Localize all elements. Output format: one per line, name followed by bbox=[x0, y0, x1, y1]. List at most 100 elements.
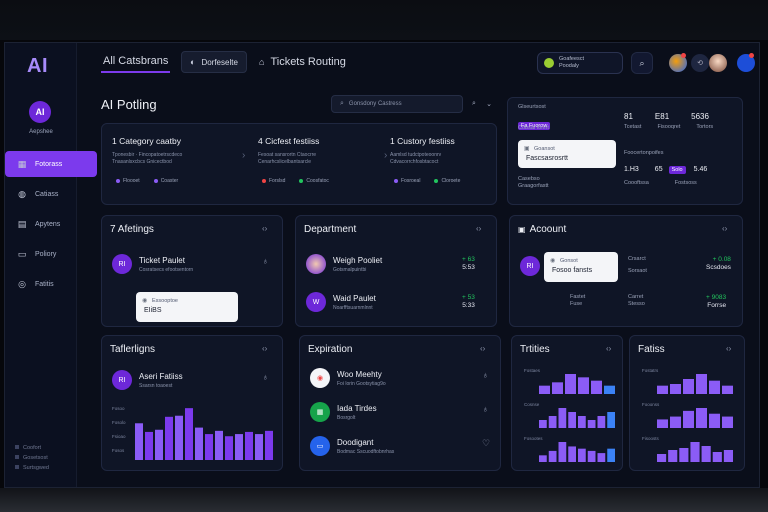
bulb-icon[interactable]: ♁ bbox=[482, 370, 489, 380]
category-legend: Fosroeal Cloroete bbox=[394, 178, 460, 184]
sidebar-item-4[interactable]: ◎ Fatitis bbox=[5, 271, 97, 297]
expand-icon[interactable]: ‹› bbox=[476, 224, 482, 233]
chart-bar bbox=[709, 380, 720, 394]
heart-icon[interactable]: ♡ bbox=[482, 438, 491, 448]
chart-bar bbox=[135, 423, 143, 460]
sidebar-item-label: Poliory bbox=[35, 250, 57, 258]
chart-bar bbox=[552, 382, 563, 394]
list-item[interactable]: RI Ticket Paulet Cosratsecs efootsentorn bbox=[112, 254, 193, 274]
category-legend: Forslsd Coosfatoc bbox=[262, 178, 329, 184]
chart-bar bbox=[668, 450, 678, 462]
chevron-right-icon: › bbox=[242, 150, 246, 161]
list-item[interactable]: W Waid Paulet Noarfftsuarnmlnnt bbox=[306, 292, 376, 312]
chart-bar bbox=[670, 416, 681, 428]
row-value: + 9083 Forrse bbox=[706, 294, 727, 309]
chart-bar bbox=[578, 448, 586, 462]
user-chip[interactable]: Goafeesct Poodaly bbox=[537, 52, 623, 74]
app-icon[interactable] bbox=[669, 54, 687, 72]
expand-icon[interactable]: ‹› bbox=[606, 344, 612, 353]
list-icon: ▭ bbox=[17, 249, 27, 259]
list-item[interactable]: RI Aseri Fatiiss Ssarsn toaoest bbox=[112, 370, 183, 390]
account-card[interactable]: ◉ Gonsot Fosoo fansts bbox=[544, 252, 618, 282]
legend-dot bbox=[394, 178, 398, 183]
chart-bar bbox=[558, 408, 567, 428]
list-item[interactable]: ◉ Woo Meehty Foi lorin Gootsytiag9o bbox=[310, 368, 386, 388]
header: All Catsbrans ◐ Dorfeselte ⌂ Tickets Routi… bbox=[97, 49, 757, 77]
sidebar-item-1[interactable]: ◍ Catiass bbox=[5, 181, 97, 207]
row-value: + 0.08 Scsdoes bbox=[706, 256, 731, 271]
expand-icon[interactable]: ‹› bbox=[262, 344, 268, 353]
pin-icon[interactable]: ♁ bbox=[262, 372, 269, 382]
chart-bar bbox=[607, 412, 615, 428]
home-icon: ⌂ bbox=[259, 57, 265, 67]
summary-sub: Cobsal fonnt bbox=[518, 125, 549, 131]
expand-icon[interactable]: ‹› bbox=[480, 344, 486, 353]
expand-icon[interactable]: ‹› bbox=[722, 224, 728, 233]
sidebar-item-2[interactable]: ▤ Apytens bbox=[5, 211, 97, 237]
chart-bar bbox=[539, 455, 547, 462]
chart-bar bbox=[548, 416, 557, 428]
rating-card[interactable]: ◉ Essooptoe EIiBS bbox=[136, 292, 238, 322]
chart-bar bbox=[701, 446, 711, 462]
expiration-panel: Expiration ‹› ◉ Woo Meehty Foi lorin Goot… bbox=[299, 335, 501, 471]
summary-panel: Glseurtsost Fa Fuorow Cobsal fonnt 81 E81… bbox=[507, 97, 743, 205]
monitor-icon: ▭ bbox=[310, 436, 330, 456]
sidebar-item-label: Fotorass bbox=[35, 160, 63, 168]
chart-bar bbox=[696, 408, 707, 428]
cloud-icon[interactable] bbox=[737, 54, 755, 72]
sidebar-footer-item[interactable]: Surtsgwed bbox=[15, 463, 49, 473]
list-item[interactable]: ▦ Iada Tirdes Bosrgolt bbox=[310, 402, 377, 422]
sidebar-footer-item[interactable]: Gosetsost bbox=[15, 453, 49, 463]
summary-stats: 81 E81 5636 bbox=[624, 112, 709, 121]
tab-tickets-routing[interactable]: ⌂ Tickets Routing bbox=[259, 56, 346, 68]
list-item[interactable]: Weigh Pooliet Gotsmalpuintbi bbox=[306, 254, 382, 274]
grid-icon: ▦ bbox=[17, 159, 27, 169]
chart-bar bbox=[265, 430, 273, 460]
chart-bar bbox=[607, 448, 615, 462]
expand-icon[interactable]: ‹› bbox=[726, 344, 732, 353]
tab-all-categories[interactable]: All Catsbrans bbox=[101, 51, 171, 73]
search-icon[interactable]: ⌕ bbox=[472, 100, 476, 107]
summary-stats-sub: Tcetast Fisooqret Tortors bbox=[624, 124, 714, 130]
chart-bar bbox=[558, 442, 567, 462]
avatar-label: Aepshee bbox=[29, 129, 53, 135]
search-input[interactable]: ⌕ Gonsdony Castress bbox=[331, 95, 463, 113]
chart-bar bbox=[587, 420, 596, 428]
avatar[interactable] bbox=[709, 54, 727, 72]
panel-title: Fatiss bbox=[638, 344, 665, 355]
sync-icon[interactable]: ⟲ bbox=[691, 54, 709, 72]
list-item[interactable]: ▭ Doodigant Bodmac Sscuodftobnrhas bbox=[310, 436, 394, 456]
chart-bar bbox=[185, 408, 193, 460]
category-item[interactable]: 4 Cicfest festiiss Fesoat sansrortn Ctao… bbox=[258, 136, 320, 165]
chart-bar bbox=[690, 442, 700, 462]
sidebar-item-0[interactable]: ▦ Fotorass bbox=[5, 151, 97, 177]
avatar[interactable]: AI bbox=[29, 101, 51, 123]
pin-icon[interactable]: ♁ bbox=[262, 256, 269, 266]
chart-bar bbox=[683, 410, 694, 428]
avatar[interactable]: RI bbox=[520, 256, 540, 276]
expand-icon[interactable]: ‹› bbox=[262, 224, 268, 233]
chart-bar bbox=[539, 385, 550, 394]
axis-label: Fostatrs bbox=[642, 368, 659, 373]
chart-bar bbox=[255, 434, 263, 460]
account-label: Crsarct bbox=[628, 256, 646, 262]
legend-dot bbox=[299, 178, 304, 183]
sidebar-item-3[interactable]: ▭ Poliory bbox=[5, 241, 97, 267]
axis-label: Fooonss bbox=[642, 402, 660, 407]
chart-bar bbox=[657, 385, 668, 394]
panel-title: ▣ Acoount bbox=[518, 224, 567, 235]
axis-label: Fosolo bbox=[112, 420, 126, 425]
chart-bar bbox=[723, 450, 733, 462]
tab-dorfeselte[interactable]: ◐ Dorfeselte bbox=[181, 51, 247, 73]
category-item[interactable]: 1 Custory festiiss Aamlsd tudctpoteoonrv… bbox=[390, 136, 455, 165]
category-item[interactable]: 1 Category caatby Tponesbir · Fincopatoe… bbox=[112, 136, 183, 165]
search-controls: ⌕ ⌄ bbox=[467, 95, 497, 113]
bulb-icon[interactable]: ♁ bbox=[482, 404, 489, 414]
search-button[interactable]: ⌕ bbox=[631, 52, 653, 74]
summary-card[interactable]: ▣ Goansot Fascsasrosrtt bbox=[518, 140, 616, 168]
avatar bbox=[306, 254, 326, 274]
app-logo: AI bbox=[27, 55, 48, 77]
sidebar-footer-item[interactable]: Coofort bbox=[15, 443, 49, 453]
chevron-down-icon[interactable]: ⌄ bbox=[486, 101, 492, 108]
chart-bar bbox=[683, 379, 694, 394]
